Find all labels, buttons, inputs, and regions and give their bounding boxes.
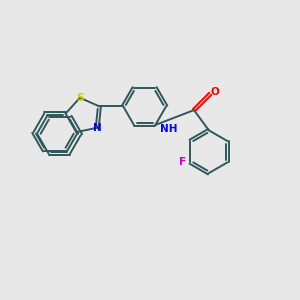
Text: S: S — [76, 93, 84, 103]
Text: N: N — [93, 123, 102, 133]
Text: O: O — [210, 87, 219, 97]
Text: NH: NH — [160, 124, 178, 134]
Text: F: F — [179, 158, 186, 167]
